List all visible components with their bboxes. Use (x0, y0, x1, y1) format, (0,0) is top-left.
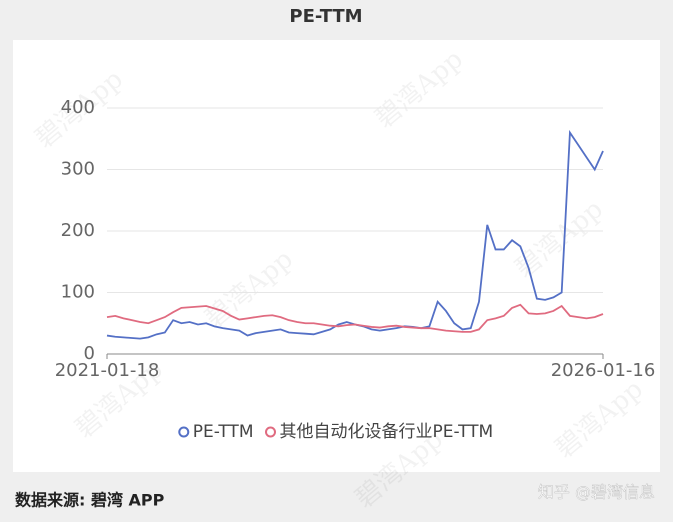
legend-marker (178, 426, 190, 438)
legend: PE-TTM 其他自动化设备行业PE-TTM (178, 422, 494, 442)
legend-label: PE-TTM (193, 422, 254, 442)
x-tick-label: 2021-01-18 (55, 360, 160, 381)
legend-marker (265, 426, 276, 438)
source: 数据来源: 碧湾 APP (15, 491, 165, 510)
x-tick-label: 2026-01-16 (551, 360, 656, 381)
y-tick-label: 300 (61, 159, 95, 180)
legend-item: 其他自动化设备行业PE-TTM (265, 422, 494, 442)
legend-label: 其他自动化设备行业PE-TTM (280, 422, 494, 442)
y-tick-label: 200 (61, 220, 95, 241)
y-tick-label: 100 (61, 282, 95, 303)
chart-title: PE-TTM (289, 6, 362, 27)
y-tick-label: 0 (84, 343, 95, 364)
legend-item: PE-TTM (178, 422, 254, 442)
y-tick-label: 400 (61, 97, 95, 118)
series-line (106, 303, 604, 333)
plot-panel (13, 40, 660, 472)
credit: 知乎 @碧湾信息 (538, 483, 655, 502)
